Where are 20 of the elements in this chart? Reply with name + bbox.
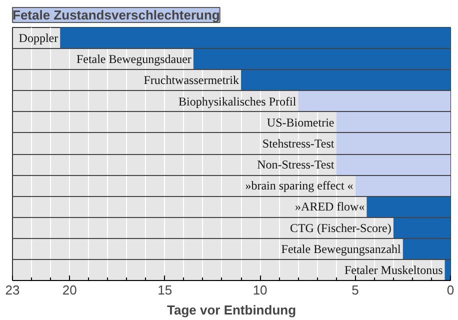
x-tick-label: 10 (252, 282, 268, 298)
y-tick-label: US-Biometrie (266, 115, 334, 130)
y-tick-label: Fetale Bewegungsanzahl (281, 242, 402, 256)
y-tick-label: Stehstress-Test (262, 136, 335, 150)
y-tick-label: Fetaler Muskeltonus (344, 262, 444, 277)
x-axis-title: Tage vor Entbindung (166, 302, 296, 318)
x-tick-label: 15 (158, 282, 172, 298)
y-tick-label: Biophysikalisches Profil (178, 94, 297, 108)
y-tick-label: CTG (Fischer-Score) (290, 220, 392, 235)
y-tick-label: Non-Stress-Test (257, 158, 335, 172)
x-tick-label: 5 (352, 282, 359, 298)
chart-title: Fetale Zustandsverschlechterung (12, 8, 220, 22)
y-tick-label: »ARED flow« (295, 200, 365, 214)
y-tick-label: »brain sparing effect « (245, 178, 354, 193)
x-tick-label: 20 (62, 282, 77, 298)
x-tick-label: 0 (446, 282, 454, 298)
y-tick-label: Doppler (18, 31, 58, 46)
x-tick-label: 23 (5, 282, 20, 298)
y-tick-label: Fruchtwassermetrik (144, 73, 240, 88)
y-tick-label: Fetale Bewegungsdauer (76, 52, 192, 66)
